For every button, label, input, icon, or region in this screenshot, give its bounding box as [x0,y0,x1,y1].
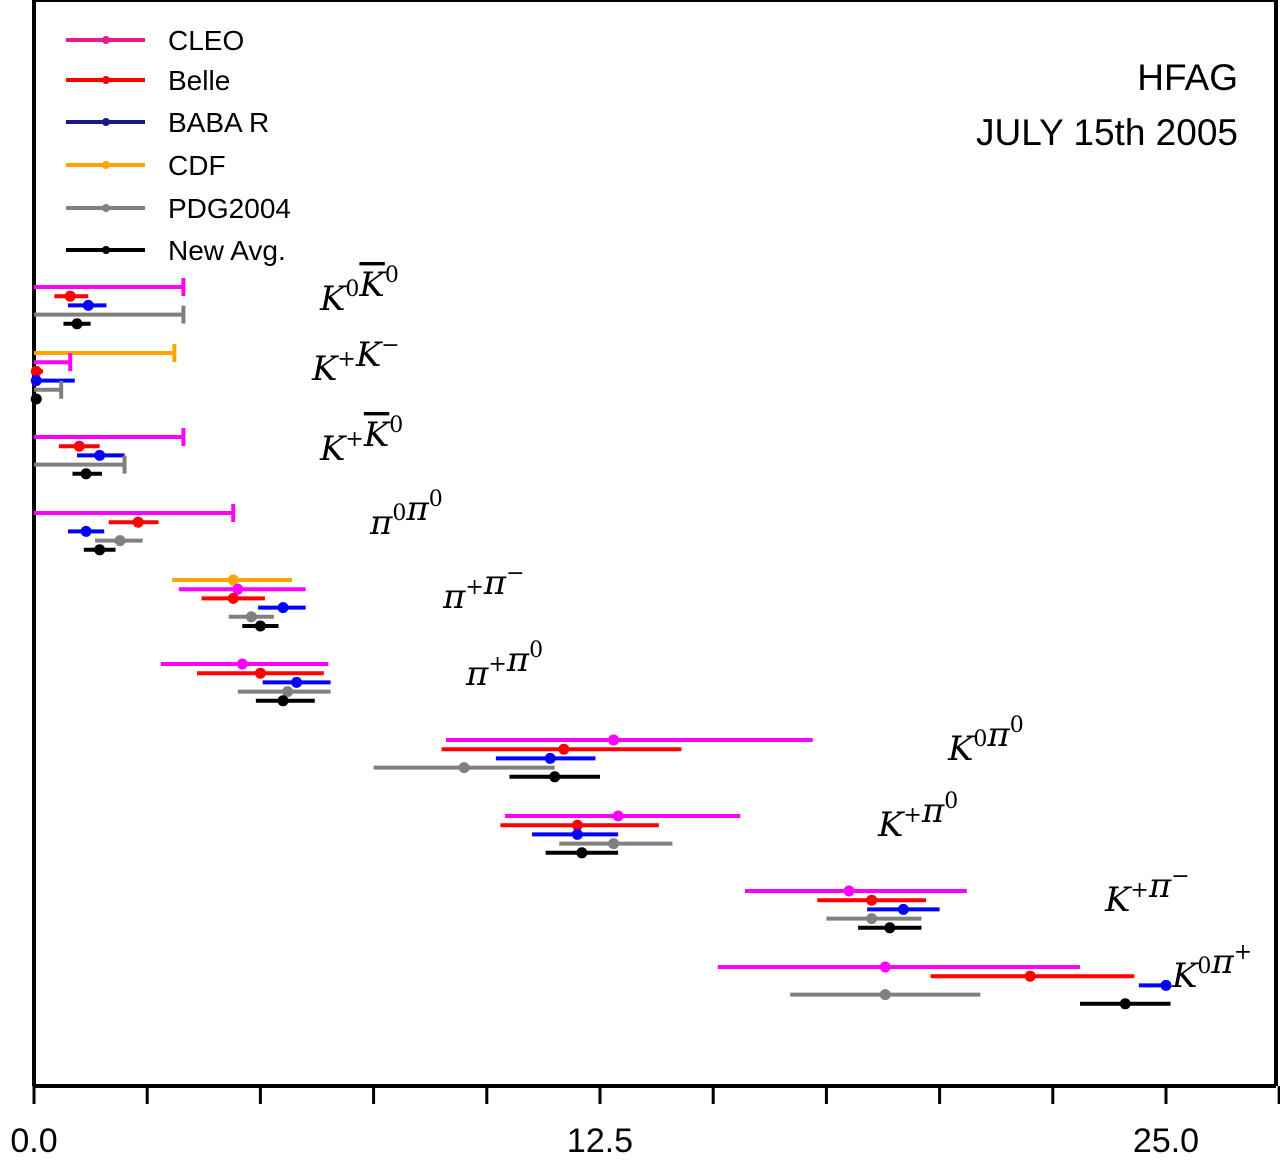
data-point [884,922,896,934]
data-point [80,468,92,480]
data-point [1024,970,1036,982]
legend-item: CDF [66,150,226,181]
data-point [94,449,106,461]
mode-group [373,734,813,783]
data-point [227,574,239,586]
data-point [30,393,42,405]
data-point [576,847,588,859]
mode-label: K0π+ [1171,940,1252,996]
data-point [94,544,106,556]
legend-swatch-point [102,36,110,44]
data-point [254,667,266,679]
data-point [608,734,620,746]
data-point [282,686,294,698]
mode-label: K+π− [1104,864,1190,920]
legend-item: New Avg. [66,235,286,266]
mode-label: π+π− [442,561,525,617]
legend-swatch-point [102,161,110,169]
data-point [232,583,244,595]
data-point [236,658,248,670]
mode-group [717,961,1172,1010]
data-point [549,771,561,783]
x-axis-ticks [32,1086,1280,1104]
mode-labels: K0K0 K+K− K+K0 π0π0 π+π− π+π0 K0π0 K+π0 K+π− K0π+ [311,263,1252,996]
x-tick-label: 0.0 [10,1122,57,1160]
x-axis-tick-labels: 0.0 12.5 25.0 [10,1122,1199,1160]
data-point [558,743,570,755]
mode-label: K0π0 [947,713,1024,769]
data-point [879,989,891,1001]
legend: CLEO Belle BABA R CDF PDG2004 New Avg. [66,25,291,266]
data-point [245,611,257,623]
mode-group [30,344,177,405]
data-point [1119,998,1131,1010]
data-point [254,620,266,632]
data-point [458,762,470,774]
legend-swatch-point [102,204,110,212]
annotation-line-1: HFAG [1137,57,1238,98]
legend-label: New Avg. [168,235,286,266]
legend-item: BABA R [66,107,269,138]
data-point [571,819,583,831]
mode-label: K+π0 [877,789,958,845]
data-point [544,752,556,764]
data-point [879,961,891,973]
mode-group [34,504,236,556]
mode-label: K0K0 [319,263,399,319]
data-point [80,525,92,537]
mode-group [160,658,331,707]
data-point [291,676,303,688]
legend-swatch-point [102,76,110,84]
mode-group [172,574,306,632]
x-tick-label: 12.5 [567,1122,633,1160]
data-point [82,299,94,311]
mode-label: π0π0 [369,487,443,543]
legend-label: Belle [168,65,230,96]
legend-label: CDF [168,150,226,181]
data-point [71,318,83,330]
legend-swatch-point [102,118,110,126]
mode-label: K+K− [311,333,400,389]
data-point [1160,979,1172,991]
plot-frame [32,0,1278,1088]
legend-item: Belle [66,65,230,96]
mode-group [34,428,186,480]
legend-label: CLEO [168,25,244,56]
legend-label: BABA R [168,107,269,138]
mode-group [34,278,186,330]
mode-label: K+K0 [319,413,403,469]
legend-swatch-point [102,246,110,254]
legend-item: CLEO [66,25,244,56]
data-point [30,375,42,387]
data-point [612,810,624,822]
data-point [843,885,855,897]
data-point [608,838,620,850]
data-point [132,516,144,528]
legend-item: PDG2004 [66,193,291,224]
data-point [227,592,239,604]
data-point [571,828,583,840]
mode-group [500,810,741,859]
annotation-line-2: JULY 15th 2005 [976,112,1238,153]
mode-label: π+π0 [465,638,543,694]
annotation: HFAG JULY 15th 2005 [976,57,1238,153]
data-point [277,602,289,614]
data-point [277,695,289,707]
data-point [114,535,126,547]
data-point [73,440,85,452]
data-point [897,903,909,915]
data-point [866,894,878,906]
chart-marks [30,278,1172,1010]
data-point [30,365,42,377]
data-point [866,913,878,925]
mode-group [744,885,967,934]
data-point [64,290,76,302]
x-tick-label: 25.0 [1133,1122,1199,1160]
legend-label: PDG2004 [168,193,291,224]
